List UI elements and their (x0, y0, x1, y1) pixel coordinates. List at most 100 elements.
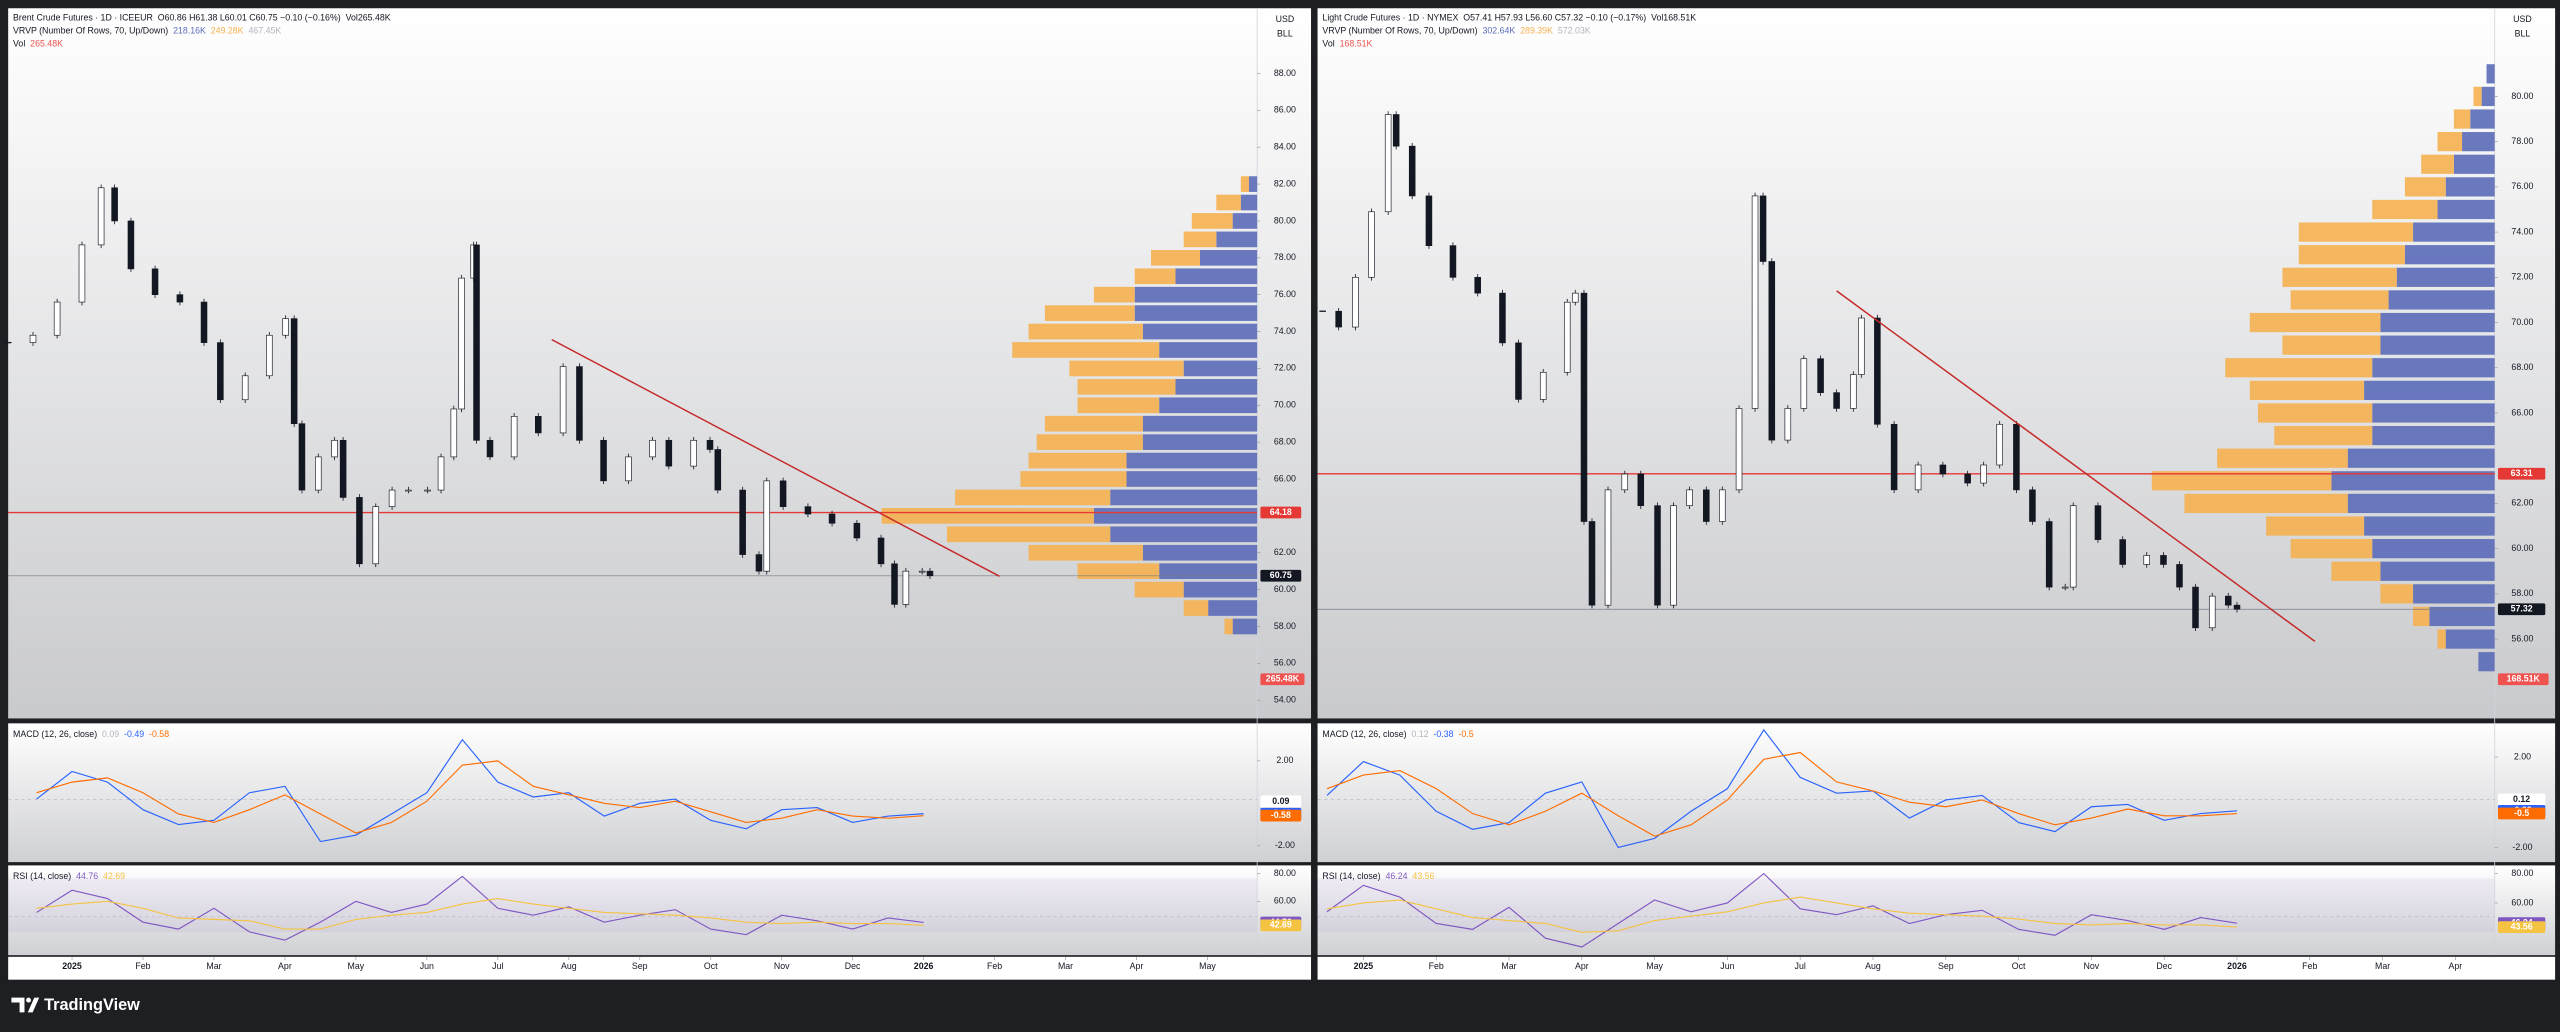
last-price-tag: 57.32 (2511, 604, 2533, 614)
candle (2119, 539, 2126, 565)
profile-up (1134, 305, 1258, 321)
profile-up (1240, 194, 1258, 211)
profile-down (2184, 493, 2348, 514)
macd-tick-label: -2.00 (2512, 842, 2532, 852)
candle (1914, 464, 1922, 491)
candle (2208, 595, 2216, 629)
volume-tag-bg (2497, 673, 2549, 686)
profile-up (1232, 213, 1258, 229)
profile-down (1036, 434, 1143, 450)
x-tick-label: Apr (1130, 961, 1144, 971)
y-tick-label: 80.00 (2511, 91, 2533, 101)
candle (356, 497, 363, 565)
time-axis (8, 956, 1312, 980)
trendline (1836, 290, 2316, 642)
candle (2224, 595, 2232, 606)
macd-readout: -0.5 (1458, 729, 1473, 739)
candle (625, 456, 632, 482)
profile-down (1093, 286, 1135, 303)
x-tick-label: Nov (774, 961, 790, 971)
last-price-tag-bg (1260, 569, 1302, 582)
profile-up (1142, 544, 1258, 561)
time-axis (1317, 956, 2556, 980)
candle (1751, 195, 1759, 409)
y-tick-label: 72.00 (2511, 272, 2533, 282)
rsi-tag: 42.69 (1270, 920, 1292, 930)
candle (828, 513, 836, 524)
profile-up (2445, 629, 2495, 649)
profile-down (2217, 448, 2348, 468)
instrument-title: Brent Crude Futures · 1D · ICEEUR (13, 12, 153, 22)
x-tick-label: Feb (1429, 961, 1444, 971)
rsi-band (8, 878, 1258, 933)
candle (714, 449, 722, 491)
macd-tag: 0.09 (1272, 796, 1289, 806)
profile-up (2347, 493, 2495, 514)
rsi-readout: 43.56 (1412, 871, 1434, 881)
profile-up (2364, 516, 2495, 536)
macd-line (1326, 728, 2238, 849)
candle (1800, 358, 1808, 409)
profile-down (2413, 606, 2430, 627)
macd-tag: -0.58 (1271, 810, 1291, 820)
candle (266, 334, 273, 377)
x-tick-label: Mar (1501, 961, 1516, 971)
profile-up (2372, 358, 2495, 378)
candle (1384, 114, 1392, 213)
candle (649, 439, 656, 458)
profile-down (2372, 199, 2438, 220)
profile-down (1183, 600, 1209, 616)
profile-down (1077, 397, 1160, 414)
y-tick-label: 76.00 (2511, 181, 2533, 191)
candle (1784, 408, 1792, 441)
macd-readout: -0.58 (149, 729, 169, 739)
candle (1408, 145, 1416, 197)
candle (926, 570, 934, 577)
candle (1980, 464, 1987, 484)
candle (755, 554, 763, 572)
x-tick-label: Nov (2084, 961, 2100, 971)
volume-label: Vol (1322, 38, 1334, 48)
candle (1833, 392, 1840, 409)
candle (450, 408, 458, 458)
candle (1637, 473, 1645, 507)
candle (1874, 317, 1881, 425)
candle (763, 480, 771, 572)
profile-up (2331, 471, 2495, 491)
candle (1654, 505, 1661, 606)
macd-label: MACD (12, 26, close) (1322, 729, 1406, 739)
candle (127, 220, 135, 270)
rsi-line (36, 875, 924, 941)
rsi-band (1317, 878, 2495, 933)
candle (1604, 489, 1612, 606)
rsi-tick-label: 60.00 (1274, 896, 1296, 906)
candle (458, 277, 465, 410)
profile-down (1028, 544, 1143, 561)
candle (706, 439, 714, 450)
rsi-line (1326, 872, 2238, 948)
candle (1335, 310, 1342, 328)
ohlc-quote: O60.86 H61.38 L60.01 C60.75 −0.10 (−0.16… (158, 12, 341, 22)
profile-up (2413, 222, 2495, 242)
y-tick-label: 74.00 (2511, 226, 2533, 236)
candle (918, 570, 926, 573)
candle (1890, 423, 1898, 491)
x-tick-label: May (1646, 961, 1663, 971)
profile-up (2380, 561, 2495, 581)
candle (510, 416, 518, 458)
vrvp-total: 572.03K (1558, 25, 1591, 35)
macd-label: MACD (12, 26, close) (13, 729, 97, 739)
macd-tag-bg (2497, 793, 2546, 806)
y-tick-label: 54.00 (1274, 695, 1296, 705)
profile-down (881, 508, 1094, 524)
x-tick-label: Sep (632, 961, 648, 971)
profile-up (1126, 452, 1258, 469)
y-tick-label: 56.00 (2511, 633, 2533, 643)
rsi-pane (8, 865, 1312, 956)
rsi-pane (1317, 865, 2556, 956)
profile-down (1044, 305, 1135, 321)
macd-pane (8, 723, 1312, 863)
profile-down (2282, 335, 2381, 355)
profile-down (2331, 561, 2381, 581)
candle (739, 489, 746, 555)
